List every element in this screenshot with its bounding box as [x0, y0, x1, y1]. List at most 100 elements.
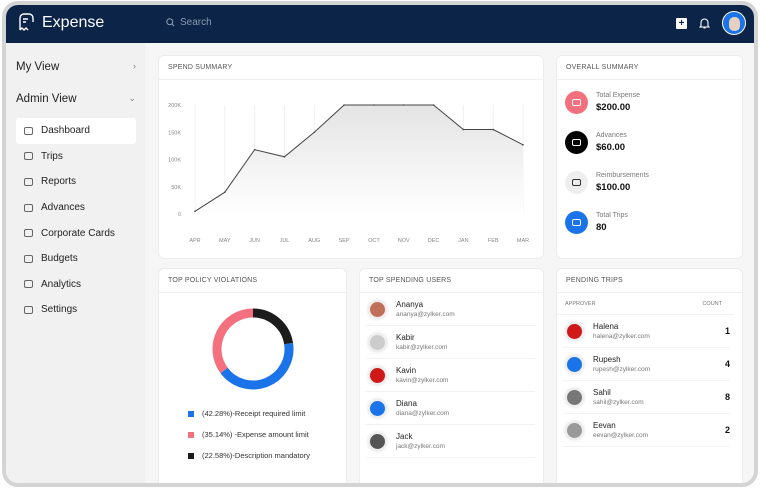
avatar	[368, 332, 387, 352]
sidebar-item-advances[interactable]: Advances	[16, 195, 136, 221]
avatar	[565, 321, 584, 341]
avatar	[368, 431, 387, 451]
y-tick-label: 200K	[168, 103, 181, 109]
top-spending-users-card: TOP SPENDING USERS Ananya ananya@zylker.c…	[359, 268, 544, 483]
approver-name: Halena	[593, 322, 619, 331]
trip-count: 2	[724, 425, 730, 435]
data-point[interactable]	[402, 104, 405, 106]
legend-item: (35.14%) -Expense amount limit	[188, 430, 309, 439]
pending-trip-row[interactable]: Rupesh rupesh@zylker.com 4	[563, 348, 730, 381]
donut-slice[interactable]	[252, 308, 294, 345]
chevron-down-icon: ⌄	[128, 93, 136, 103]
pending-trip-row[interactable]: Eevan eevan@zylker.com 2	[563, 414, 730, 447]
avatar	[565, 354, 584, 374]
x-tick-label: MAY	[219, 238, 231, 244]
data-point[interactable]	[224, 191, 226, 193]
data-point[interactable]	[462, 128, 465, 131]
search-placeholder: Search	[180, 17, 212, 28]
donut-slice[interactable]	[212, 308, 254, 374]
sidebar: My View › Admin View ⌄ Dashboard Trips Repor…	[6, 43, 145, 483]
sidebar-item-dashboard[interactable]: Dashboard	[16, 118, 136, 144]
y-tick-label: 0	[178, 212, 181, 218]
wallet-icon	[24, 203, 33, 212]
data-point[interactable]	[253, 148, 256, 151]
summary-item[interactable]: Total Trips 80	[565, 202, 742, 242]
pending-trip-row[interactable]: Halena halena@zylker.com 1	[563, 315, 730, 348]
sidebar-item-budgets[interactable]: Budgets	[16, 246, 136, 272]
policy-violations-card: TOP POLICY VIOLATIONS (42.28%)-Receipt r…	[158, 268, 347, 483]
summary-value: 80	[596, 221, 607, 233]
top-header: Expense Search +	[6, 5, 754, 43]
user-list-item[interactable]: Kavin kavin@zylker.com	[366, 359, 535, 392]
user-name: Jack	[396, 432, 413, 441]
my-view-section[interactable]: My View ›	[16, 61, 136, 73]
card-title: TOP SPENDING USERS	[360, 269, 543, 293]
avatar[interactable]	[722, 11, 746, 35]
x-tick-label: DEC	[428, 238, 440, 244]
pending-trip-row[interactable]: Sahil sahil@zylker.com 8	[563, 381, 730, 414]
approver-email: rupesh@zylker.com	[593, 366, 651, 373]
sidebar-item-settings[interactable]: Settings	[16, 297, 136, 323]
user-list-item[interactable]: Jack jack@zylker.com	[366, 425, 535, 458]
trip-count: 4	[724, 359, 730, 369]
data-point[interactable]	[373, 104, 375, 106]
summary-item[interactable]: Total Expense $200.00	[565, 82, 742, 122]
approver-name: Eevan	[593, 421, 616, 430]
avatar	[565, 420, 584, 440]
spend-summary-card: SPEND SUMMARY APR MAY JUN JUL AUG SEP OCT NOV DE…	[158, 55, 544, 259]
user-name: Ananya	[396, 300, 424, 309]
sidebar-item-trips[interactable]: Trips	[16, 144, 136, 170]
sidebar-item-reports[interactable]: Reports	[16, 169, 136, 195]
summary-item[interactable]: Advances $60.00	[565, 122, 742, 162]
x-tick-label: NOV	[398, 238, 410, 244]
sidebar-item-label: Settings	[41, 304, 78, 316]
data-point[interactable]	[432, 104, 435, 106]
analytics-icon	[24, 280, 33, 289]
data-point[interactable]	[194, 210, 196, 213]
avatar	[565, 387, 584, 407]
user-list-item[interactable]: Diana diana@zylker.com	[366, 392, 535, 425]
dashboard-icon	[24, 126, 33, 135]
approver-column-header: APPROVER	[565, 301, 596, 307]
user-email: kabir@zylker.com	[396, 344, 448, 351]
bell-icon[interactable]	[699, 17, 710, 29]
sidebar-item-label: Analytics	[41, 278, 82, 290]
sidebar-item-label: Dashboard	[41, 125, 90, 137]
data-point[interactable]	[283, 155, 286, 158]
avatar	[368, 299, 387, 319]
sidebar-item-corporate-cards[interactable]: Corporate Cards	[16, 220, 136, 246]
user-list-item[interactable]: Ananya ananya@zylker.com	[366, 293, 535, 326]
approver-name: Sahil	[593, 388, 611, 397]
app-logo[interactable]: Expense	[16, 13, 104, 33]
user-name: Kavin	[396, 366, 417, 375]
donut-slice[interactable]	[220, 342, 294, 390]
data-point[interactable]	[313, 131, 316, 134]
count-column-header: COUNT	[702, 301, 722, 307]
search-input[interactable]: Search	[166, 17, 212, 28]
user-list-item[interactable]: Kabir kabir@zylker.com	[366, 326, 535, 359]
data-point[interactable]	[492, 128, 494, 131]
admin-view-section[interactable]: Admin View ⌄	[16, 93, 136, 105]
legend-label: (35.14%) -Expense amount limit	[202, 430, 309, 439]
sidebar-item-analytics[interactable]: Analytics	[16, 272, 136, 298]
x-tick-label: MAR	[517, 238, 529, 244]
violations-donut-chart	[212, 308, 294, 390]
summary-item[interactable]: Reimbursements $100.00	[565, 162, 742, 202]
user-name: Kabir	[396, 333, 415, 342]
search-icon	[166, 18, 175, 27]
approver-email: eevan@zylker.com	[593, 432, 649, 439]
legend-item: (42.28%)-Receipt required limit	[188, 409, 305, 418]
admin-view-label: Admin View	[16, 93, 77, 105]
card-title: TOP POLICY VIOLATIONS	[159, 269, 346, 293]
approver-name: Rupesh	[593, 355, 621, 364]
briefcase-icon	[24, 152, 33, 161]
data-point[interactable]	[343, 104, 345, 106]
data-point[interactable]	[522, 143, 524, 146]
trip-count: 1	[724, 326, 730, 336]
app-name: Expense	[42, 14, 105, 31]
x-tick-label: JUL	[280, 238, 290, 244]
plus-icon[interactable]: +	[676, 17, 687, 29]
summary-value: $60.00	[596, 141, 626, 153]
x-tick-label: AUG	[308, 238, 320, 244]
user-name: Diana	[396, 399, 417, 408]
